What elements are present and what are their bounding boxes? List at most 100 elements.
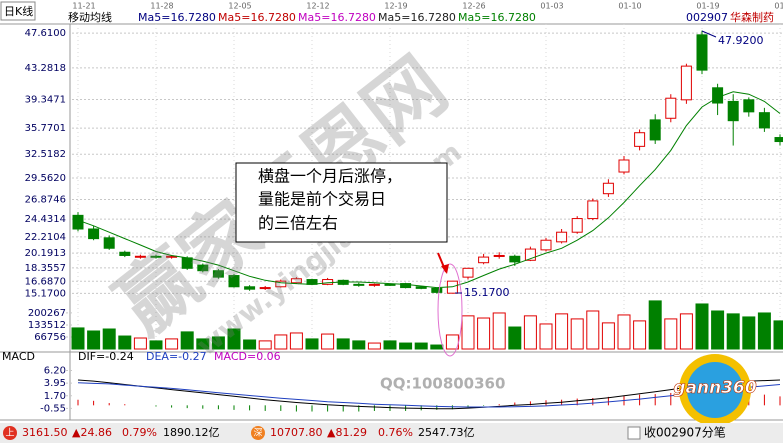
y-tick-label: 6.20 — [44, 365, 66, 376]
sh-icon[interactable] — [3, 426, 17, 440]
annotation: 47.9200 — [718, 34, 764, 47]
x-tick-label: 11-21 — [72, 2, 95, 11]
candle-body — [275, 280, 287, 288]
period-label[interactable]: 日K线 — [4, 4, 33, 18]
callout-line: 量能是前个交易日 — [258, 191, 386, 209]
y-tick-label: 43.2818 — [25, 63, 66, 74]
sh-pct: 0.79% — [122, 426, 157, 439]
y-tick-label: 29.5620 — [25, 173, 66, 184]
volume-bar — [633, 320, 647, 350]
candle-body — [322, 279, 334, 285]
list-icon[interactable] — [627, 426, 641, 440]
y-tick-label: 16.6870 — [25, 276, 66, 287]
x-tick-label: 01-03 — [540, 2, 563, 11]
candle-body — [509, 255, 521, 263]
y-tick-label: 133512 — [28, 320, 66, 331]
stock-name: 华森制药 — [730, 10, 774, 24]
volume-bar — [461, 315, 475, 350]
candle-body — [244, 286, 256, 290]
candle-body — [774, 137, 783, 143]
ma-label: Ma5=16.7280 — [218, 11, 296, 24]
sh-change: ▲24.86 — [72, 426, 112, 439]
candle-body — [634, 132, 646, 147]
y-tick-label: 18.3557 — [25, 263, 66, 274]
volume-bar — [87, 330, 101, 350]
volume-bar — [617, 314, 631, 350]
candle-body — [587, 200, 599, 220]
candle-body — [228, 275, 240, 288]
candle-body — [384, 283, 396, 286]
tick-link[interactable]: 收002907分笔 — [644, 425, 726, 440]
logo-text: gann360 — [673, 378, 757, 398]
candle-body — [556, 231, 568, 243]
volume-bar — [445, 334, 459, 350]
sz-amount: 2547.73亿 — [418, 426, 475, 439]
sz-icon[interactable] — [251, 426, 265, 440]
sh-mark[interactable]: 上 — [5, 428, 14, 439]
volume-bar — [102, 328, 116, 350]
y-tick-label: 1.70 — [44, 391, 66, 402]
period-box[interactable] — [0, 1, 36, 21]
volume-bar — [243, 339, 257, 350]
sz-index: 10707.80 — [270, 426, 323, 439]
ma-label: Ma5=16.7280 — [298, 11, 376, 24]
volume-bar — [601, 322, 615, 350]
ma-label: Ma5=16.7280 — [458, 11, 536, 24]
candle-body — [743, 99, 755, 113]
y-tick-label: 200267 — [28, 308, 66, 319]
volume-bar — [352, 340, 366, 350]
y-tick-label: 66756 — [34, 332, 66, 343]
annotation: 15.1700 — [464, 286, 510, 299]
y-tick-label: 15.1700 — [25, 288, 66, 299]
x-tick-label: 12-19 — [384, 2, 407, 11]
y-tick-label: 32.5182 — [25, 149, 66, 160]
dea-label: DEA=-0.27 — [146, 350, 207, 363]
sz-mark[interactable]: 深 — [253, 428, 262, 439]
dif-line — [77, 379, 781, 410]
volume-bar — [227, 328, 241, 350]
volume-bar — [383, 340, 397, 350]
candle-body — [665, 97, 677, 119]
candle-body — [88, 228, 100, 240]
candle-body — [696, 34, 708, 71]
volume-bar — [570, 318, 584, 350]
y-tick-label: 22.2104 — [25, 232, 66, 243]
x-tick-label: 12-26 — [462, 2, 485, 11]
volume-bar — [149, 340, 163, 350]
volume-bar — [773, 320, 783, 350]
volume-bar — [523, 315, 537, 350]
x-tick-label: 11-28 — [150, 2, 173, 11]
annotation-leader — [701, 30, 717, 38]
volume-bar — [586, 310, 600, 350]
y-tick-label: 3.95 — [44, 378, 66, 389]
candle-body — [290, 278, 302, 284]
macd-label: MACD=0.06 — [214, 350, 281, 363]
volume-bar — [539, 323, 553, 350]
volume-bar — [742, 316, 756, 350]
y-tick-label: 24.4314 — [25, 214, 66, 225]
volume-bar — [430, 344, 444, 350]
callout-box — [235, 162, 448, 243]
candle-body — [478, 256, 490, 264]
volume-bar — [196, 338, 210, 350]
volume-bar — [305, 338, 319, 350]
ma-line — [77, 91, 781, 289]
y-tick-label: -0.55 — [40, 403, 66, 414]
volume-bar — [492, 312, 506, 350]
volume-bar — [664, 318, 678, 350]
volume-bar — [414, 342, 428, 350]
volume-bar — [711, 310, 725, 350]
volume-bar — [289, 332, 303, 350]
x-tick-label: 01-26 — [774, 2, 783, 11]
callout-line: 横盘一个月后涨停， — [258, 167, 402, 186]
volume-bar — [555, 313, 569, 350]
volume-bar — [477, 317, 491, 350]
y-tick-label: 26.8746 — [25, 195, 66, 206]
y-tick-label: 20.1913 — [25, 248, 66, 259]
volume-bar — [679, 313, 693, 350]
candle-body — [72, 214, 84, 230]
candle-body — [712, 87, 724, 104]
macd-title: MACD — [2, 350, 35, 363]
volume-bar — [648, 300, 662, 350]
